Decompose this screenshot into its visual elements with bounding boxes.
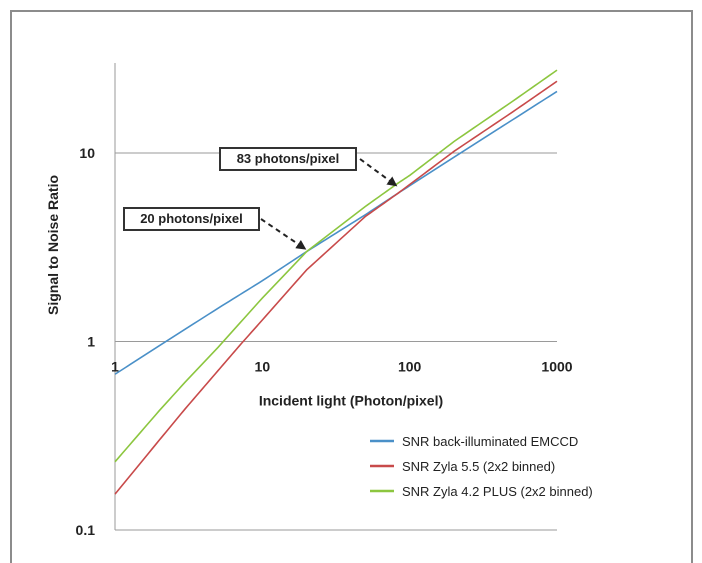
series-line-3 bbox=[114, 69, 558, 463]
x-tick-label: 100 bbox=[398, 358, 422, 374]
axis-layer: 0.1 1 10 1 10 100 1000 bbox=[76, 63, 573, 538]
annotation-arrow bbox=[359, 158, 398, 187]
annotation-layer: 20 photons/pixel 83 photons/pixel bbox=[123, 147, 398, 250]
legend: SNR back-illuminated EMCCD SNR Zyla 5.5 (… bbox=[370, 434, 593, 499]
annotation-box bbox=[219, 147, 357, 171]
annotation-box bbox=[123, 207, 260, 231]
legend-label: SNR Zyla 4.2 PLUS (2x2 binned) bbox=[402, 484, 593, 499]
series-line-2 bbox=[114, 80, 558, 495]
annotation-2: 83 photons/pixel bbox=[219, 147, 398, 187]
chart-frame bbox=[10, 10, 693, 563]
y-axis-label: Signal to Noise Ratio bbox=[45, 175, 61, 315]
x-tick-label: 1 bbox=[111, 358, 119, 374]
x-axis-label: Incident light (Photon/pixel) bbox=[259, 392, 443, 408]
annotation-label: 20 photons/pixel bbox=[140, 211, 243, 226]
y-tick-label: 0.1 bbox=[76, 522, 96, 538]
annotation-label: 83 photons/pixel bbox=[237, 151, 340, 166]
x-tick-label: 10 bbox=[255, 358, 271, 374]
annotation-arrow bbox=[260, 218, 307, 250]
x-tick-label: 1000 bbox=[541, 358, 572, 374]
annotation-1: 20 photons/pixel bbox=[123, 207, 307, 250]
legend-item: SNR Zyla 5.5 (2x2 binned) bbox=[370, 459, 555, 474]
legend-label: SNR Zyla 5.5 (2x2 binned) bbox=[402, 459, 555, 474]
legend-item: SNR Zyla 4.2 PLUS (2x2 binned) bbox=[370, 484, 593, 499]
series-layer bbox=[114, 69, 558, 495]
y-tick-label: 1 bbox=[87, 333, 95, 349]
series-line-1 bbox=[114, 90, 558, 375]
legend-item: SNR back-illuminated EMCCD bbox=[370, 434, 578, 449]
legend-label: SNR back-illuminated EMCCD bbox=[402, 434, 578, 449]
y-tick-label: 10 bbox=[79, 145, 95, 161]
